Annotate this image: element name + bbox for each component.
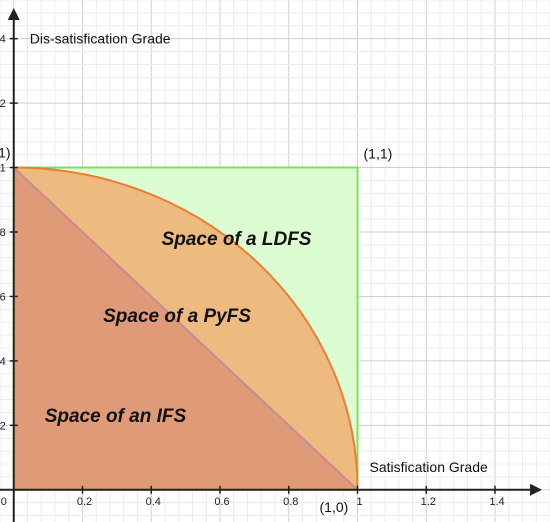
- x-tick-label: 0.4: [146, 496, 161, 508]
- point-label-bottom-right: (1,0): [320, 499, 349, 515]
- regions: [12, 166, 359, 491]
- y-axis-arrowhead: [7, 8, 20, 20]
- y-tick-label: 0.2: [0, 420, 6, 432]
- x-tick-label: 0.8: [283, 496, 298, 508]
- x-tick-label: 1.2: [421, 496, 436, 508]
- x-tick-label: 1.4: [489, 496, 504, 508]
- point-label-top-right: (1,1): [364, 146, 393, 162]
- origin-label: 0: [1, 496, 7, 508]
- pyfs-arc-boundary: [13, 166, 359, 490]
- y-tick-label: 1: [0, 163, 6, 175]
- x-axis-arrowhead: [530, 483, 542, 496]
- x-tick-label: 1: [356, 496, 362, 508]
- y-tick-label: 0.4: [0, 356, 6, 368]
- x-tick-label: 0.2: [77, 496, 92, 508]
- y-tick-marks: [9, 37, 18, 427]
- y-tick-label: 1.2: [0, 98, 6, 110]
- ldfs-region-label: Space of a LDFS: [162, 229, 312, 250]
- point-label-top-left: (0,1): [0, 145, 11, 161]
- ifs-diagonal-boundary: [13, 166, 359, 491]
- axes: [0, 8, 542, 522]
- y-tick-label: 0.8: [0, 227, 6, 239]
- x-tick-label: 0.6: [214, 496, 229, 508]
- pyfs-region-label: Space of a PyFS: [103, 306, 251, 327]
- x-tick-marks: [81, 485, 496, 494]
- x-axis-title: Satisfication Grade: [370, 459, 488, 475]
- ifs-region-label: Space of an IFS: [45, 406, 187, 427]
- y-axis-title: Dis-satisfication Grade: [30, 31, 171, 47]
- y-tick-label: 1.4: [0, 34, 6, 46]
- tick-labels: 0.2 0.4 0.6 0.8 1 1.2 1.4 0.2 0.4 0.6 0.8 1 1.2 1.4: [0, 34, 505, 508]
- y-tick-label: 0.6: [0, 291, 6, 303]
